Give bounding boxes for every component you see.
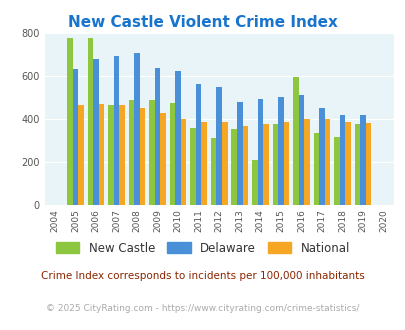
Bar xyxy=(283,122,288,205)
Bar xyxy=(231,129,237,205)
Bar xyxy=(169,103,175,205)
Bar xyxy=(113,56,119,205)
Bar xyxy=(211,138,216,205)
Bar xyxy=(175,71,181,205)
Bar xyxy=(359,115,365,205)
Bar xyxy=(365,123,371,205)
Bar xyxy=(128,100,134,205)
Bar xyxy=(318,108,324,205)
Bar xyxy=(237,102,242,205)
Bar xyxy=(181,119,186,205)
Bar xyxy=(354,123,359,205)
Text: New Castle Violent Crime Index: New Castle Violent Crime Index xyxy=(68,15,337,30)
Bar xyxy=(154,68,160,205)
Bar xyxy=(216,87,222,205)
Bar xyxy=(339,115,344,205)
Bar xyxy=(134,53,139,205)
Bar xyxy=(78,105,83,205)
Bar xyxy=(242,126,247,205)
Bar xyxy=(344,122,350,205)
Text: Crime Index corresponds to incidents per 100,000 inhabitants: Crime Index corresponds to incidents per… xyxy=(41,271,364,280)
Bar xyxy=(262,124,268,205)
Bar xyxy=(298,95,303,205)
Bar xyxy=(277,97,283,205)
Bar xyxy=(324,119,329,205)
Bar xyxy=(303,119,309,205)
Bar xyxy=(87,38,93,205)
Bar xyxy=(252,160,257,205)
Bar xyxy=(313,133,318,205)
Bar xyxy=(201,121,207,205)
Bar xyxy=(160,113,166,205)
Legend: New Castle, Delaware, National: New Castle, Delaware, National xyxy=(51,237,354,259)
Bar xyxy=(119,105,125,205)
Bar xyxy=(72,70,78,205)
Text: © 2025 CityRating.com - https://www.cityrating.com/crime-statistics/: © 2025 CityRating.com - https://www.city… xyxy=(46,304,359,313)
Bar xyxy=(139,108,145,205)
Bar xyxy=(98,104,104,205)
Bar xyxy=(190,128,196,205)
Bar xyxy=(67,38,72,205)
Bar xyxy=(149,100,154,205)
Bar xyxy=(333,137,339,205)
Bar xyxy=(292,77,298,205)
Bar xyxy=(93,59,98,205)
Bar xyxy=(108,105,113,205)
Bar xyxy=(196,84,201,205)
Bar xyxy=(257,99,262,205)
Bar xyxy=(272,124,277,205)
Bar xyxy=(222,121,227,205)
